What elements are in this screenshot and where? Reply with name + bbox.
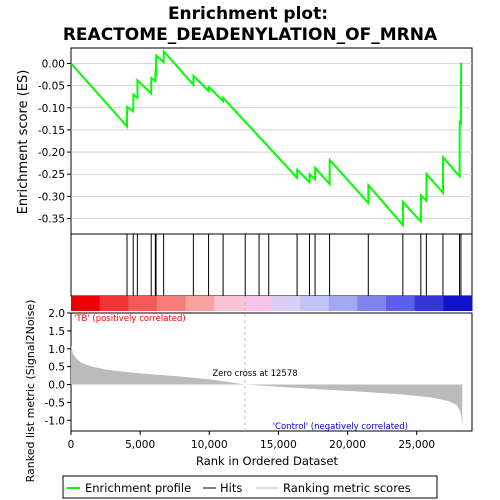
es-ytick-label: -0.25 [38,169,65,181]
es-ytick-label: -0.15 [38,125,65,137]
metric-ytick-label: 2.0 [48,308,65,320]
es-ytick-label: -0.20 [38,147,65,159]
es-ytick-label: -0.05 [38,81,65,93]
legend-hits-label: Hits [220,481,242,495]
heatmap-segment [128,296,158,311]
metric-ytick-label: 1.5 [48,326,65,338]
zero-cross-label: Zero cross at 12578 [212,369,297,379]
metric-xtick-label: 0 [68,439,75,451]
heatmap-segment [185,296,215,311]
negative-correlation-label: 'Control' (negatively correlated) [273,422,408,432]
es-ytick-label: -0.30 [38,191,65,203]
metric-ytick-label: 1.0 [48,344,65,356]
metric-ytick-label: -1.0 [45,415,66,427]
metric-ytick-label: 0.5 [48,362,65,374]
metric-xtick-label: 20,000 [329,439,366,451]
metric-xtick-label: 5,000 [125,439,155,451]
heatmap-segment [242,296,272,311]
metric-xtick-label: 10,000 [191,439,228,451]
heatmap-segment [386,296,416,311]
metric-xtick-label: 15,000 [260,439,297,451]
metric-ytick-label: 0.0 [48,380,65,392]
heatmap-segment [357,296,387,311]
hits-panel-frame [70,233,473,297]
es-panel-frame [70,47,473,235]
heatmap-segment [443,296,473,311]
es-ytick-label: -0.35 [38,214,65,226]
legend-box [62,475,438,499]
heatmap-segment [414,296,444,311]
metric-ytick-label: -0.5 [45,397,66,409]
es-ytick-label: -0.10 [38,103,65,115]
heatmap-segment [71,296,101,311]
heatmap-segment [99,296,129,311]
legend-ranking-label: Ranking metric scores [283,481,411,495]
heatmap-segment [156,296,187,311]
legend-enrichment-label: Enrichment profile [85,481,191,495]
heatmap-segment [214,296,244,311]
metric-y-axis-label: Ranked list metric (Signal2Noise) [24,300,37,483]
es-ytick-label: 0.00 [42,59,65,71]
heatmap-segment [328,296,358,311]
heatmap-segment [300,296,330,311]
metric-xtick-label: 25,000 [398,439,435,451]
chart-title-line2: REACTOME_DEADENYLATION_OF_MRNA [63,25,438,45]
es-y-axis-label: Enrichment score (ES) [16,70,31,215]
ranked-metric-area [71,345,463,429]
heatmap-segment [271,296,301,311]
positive-correlation-label: 'TB' (positively correlated) [74,314,186,324]
chart-title-line1: Enrichment plot: [168,4,328,24]
es-profile-line [70,48,463,228]
metric-x-axis-label: Rank in Ordered Dataset [196,454,339,468]
